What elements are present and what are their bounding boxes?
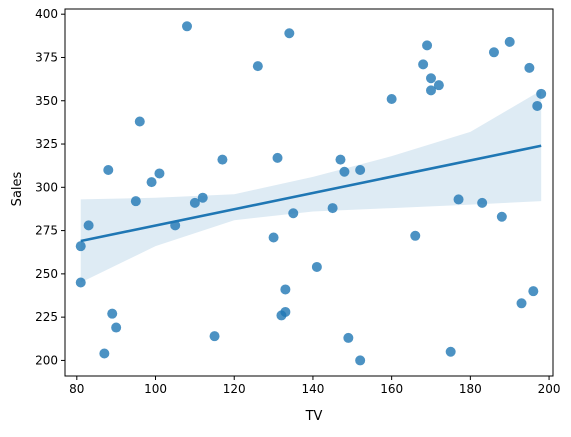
data-point — [83, 220, 94, 231]
data-point — [327, 203, 338, 214]
data-point — [418, 59, 429, 70]
regression-line — [80, 144, 542, 243]
x-tick-label: 180 — [459, 382, 482, 396]
plot-frame — [64, 8, 554, 377]
data-point — [99, 348, 110, 359]
data-point — [252, 61, 263, 72]
x-tick-label: 200 — [538, 382, 561, 396]
data-point — [536, 88, 547, 99]
data-point — [532, 100, 543, 111]
data-point — [516, 298, 527, 309]
data-point — [445, 346, 456, 357]
data-point — [280, 284, 291, 295]
x-axis-label: TV — [305, 409, 323, 424]
data-point — [339, 166, 350, 177]
regression-line-layer — [80, 144, 542, 243]
data-point — [134, 116, 145, 127]
data-point — [268, 232, 279, 243]
points-layer — [75, 21, 547, 366]
data-point — [433, 80, 444, 91]
data-point — [386, 94, 397, 105]
data-point — [75, 241, 86, 252]
data-point — [422, 40, 433, 51]
data-point — [182, 21, 192, 32]
axes-layer — [64, 8, 554, 377]
data-point — [103, 164, 114, 175]
data-point — [111, 322, 122, 333]
y-tick-label: 325 — [35, 137, 58, 151]
data-point — [426, 85, 436, 96]
data-point — [355, 164, 366, 175]
data-point — [488, 47, 499, 58]
data-point — [154, 168, 165, 179]
y-tick-label: 275 — [35, 224, 58, 238]
data-point — [189, 197, 200, 208]
data-point — [524, 62, 535, 73]
data-point — [504, 36, 515, 47]
y-tick-label: 375 — [35, 50, 58, 64]
x-tick-label: 120 — [223, 382, 246, 396]
y-tick-label: 225 — [35, 310, 58, 324]
data-point — [280, 306, 291, 317]
data-point — [528, 286, 539, 297]
confidence-band — [80, 90, 542, 283]
data-point — [343, 332, 354, 343]
x-tick-label: 80 — [69, 382, 84, 396]
data-point — [75, 277, 86, 288]
x-tick-label: 140 — [301, 382, 324, 396]
data-point — [197, 192, 208, 203]
data-point — [335, 154, 346, 165]
data-point — [453, 194, 464, 205]
data-point — [477, 197, 488, 208]
data-point — [146, 177, 157, 188]
data-point — [311, 261, 322, 272]
confidence-band-layer — [80, 90, 542, 283]
y-tick-label: 350 — [35, 94, 58, 108]
y-tick-label: 200 — [35, 353, 58, 367]
data-point — [284, 28, 295, 39]
x-tick-label: 160 — [380, 382, 403, 396]
y-axis-label: Sales — [10, 171, 25, 206]
x-tick-label: 100 — [144, 382, 167, 396]
data-point — [355, 355, 366, 366]
data-point — [410, 230, 421, 241]
data-point — [209, 331, 220, 342]
ticks-layer: 80 100 120 140 160 180 200 200 225 250 275 300 325 35… — [35, 7, 560, 396]
data-point — [130, 196, 141, 207]
y-tick-label: 300 — [35, 180, 58, 194]
data-point — [288, 208, 299, 219]
data-point — [217, 154, 228, 165]
data-point — [107, 308, 118, 319]
y-tick-label: 250 — [35, 267, 58, 281]
data-point — [496, 211, 507, 222]
data-point — [272, 152, 283, 163]
y-tick-label: 400 — [35, 7, 58, 21]
data-point — [426, 73, 436, 84]
